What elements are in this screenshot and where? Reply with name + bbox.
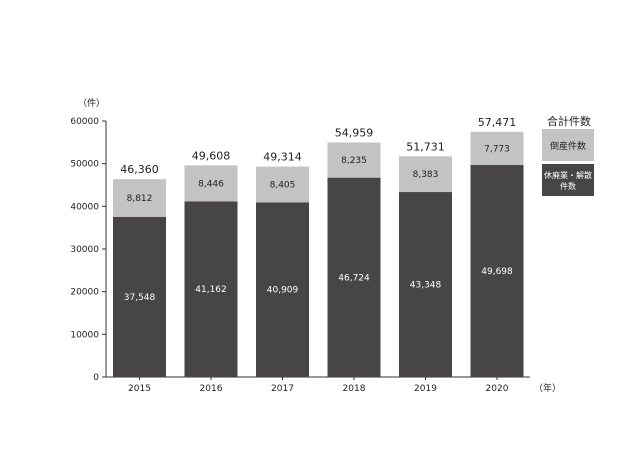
bar-bankruptcies-2015 (113, 179, 166, 217)
legend-title: 合計件数 (547, 114, 591, 128)
legend-label-closures: 件数 (560, 181, 576, 191)
y-tick-label: 40000 (70, 202, 99, 212)
y-tick-label: 30000 (70, 245, 99, 255)
total-label: 54,959 (335, 127, 374, 140)
x-tick-label: 2016 (200, 384, 223, 394)
axes: 0 10000 20000 30000 40000 50000 60000 （件） （年） 201… (70, 97, 561, 394)
bar-closures-2016 (184, 201, 238, 377)
legend-label-closures: 休廃業・解散 (544, 170, 592, 180)
bar-bankruptcies-2016 (184, 165, 238, 202)
bar-closures-2018 (327, 177, 381, 377)
y-tick-label: 50000 (70, 160, 99, 170)
y-tick-label: 60000 (70, 117, 99, 127)
y-axis-label: （件） (78, 97, 105, 109)
bar-closures-2020 (470, 164, 524, 377)
x-tick-label: 2020 (486, 384, 509, 394)
data-label-closures: 41,162 (195, 285, 227, 295)
total-label: 57,471 (478, 116, 517, 129)
y-tick-label: 10000 (70, 330, 99, 340)
bar-bankruptcies-2020 (470, 131, 524, 165)
bar-bankruptcies-2019 (399, 156, 452, 193)
data-label-bankruptcies: 8,405 (270, 181, 296, 191)
total-label: 46,360 (120, 163, 159, 176)
legend-label-bankruptcies: 倒産件数 (550, 140, 586, 152)
bar-closures-2015 (113, 216, 166, 377)
total-label: 49,314 (263, 151, 302, 164)
legend-swatch-closures (542, 164, 594, 196)
data-label-closures: 37,548 (124, 293, 156, 303)
data-label-bankruptcies: 8,383 (413, 170, 439, 180)
bar-bankruptcies-2017 (256, 166, 309, 203)
x-tick-label: 2019 (414, 384, 437, 394)
x-tick-label: 2015 (128, 384, 151, 394)
data-label-closures: 49,698 (481, 267, 513, 277)
data-label-bankruptcies: 7,773 (484, 144, 510, 154)
data-label-bankruptcies: 8,235 (341, 156, 367, 166)
data-label-closures: 43,348 (410, 281, 442, 291)
legend-swatch-bankruptcies (542, 129, 594, 161)
bars: 37,548 8,812 46,360 41,162 8,446 49,608 40,909… (113, 116, 524, 377)
x-tick-label: 2017 (271, 384, 294, 394)
data-label-bankruptcies: 8,446 (198, 179, 224, 189)
bar-bankruptcies-2018 (327, 142, 381, 178)
bar-closures-2017 (256, 202, 309, 377)
x-axis-label: （年） (534, 382, 561, 394)
total-label: 49,608 (192, 149, 231, 162)
bar-closures-2019 (399, 192, 452, 377)
x-tick-label: 2018 (343, 384, 366, 394)
total-label: 51,731 (406, 140, 445, 153)
data-label-closures: 46,724 (338, 273, 370, 283)
y-tick-label: 20000 (70, 288, 99, 298)
data-label-closures: 40,909 (267, 286, 299, 296)
y-tick-label: 0 (93, 373, 99, 383)
data-label-bankruptcies: 8,812 (127, 194, 153, 204)
